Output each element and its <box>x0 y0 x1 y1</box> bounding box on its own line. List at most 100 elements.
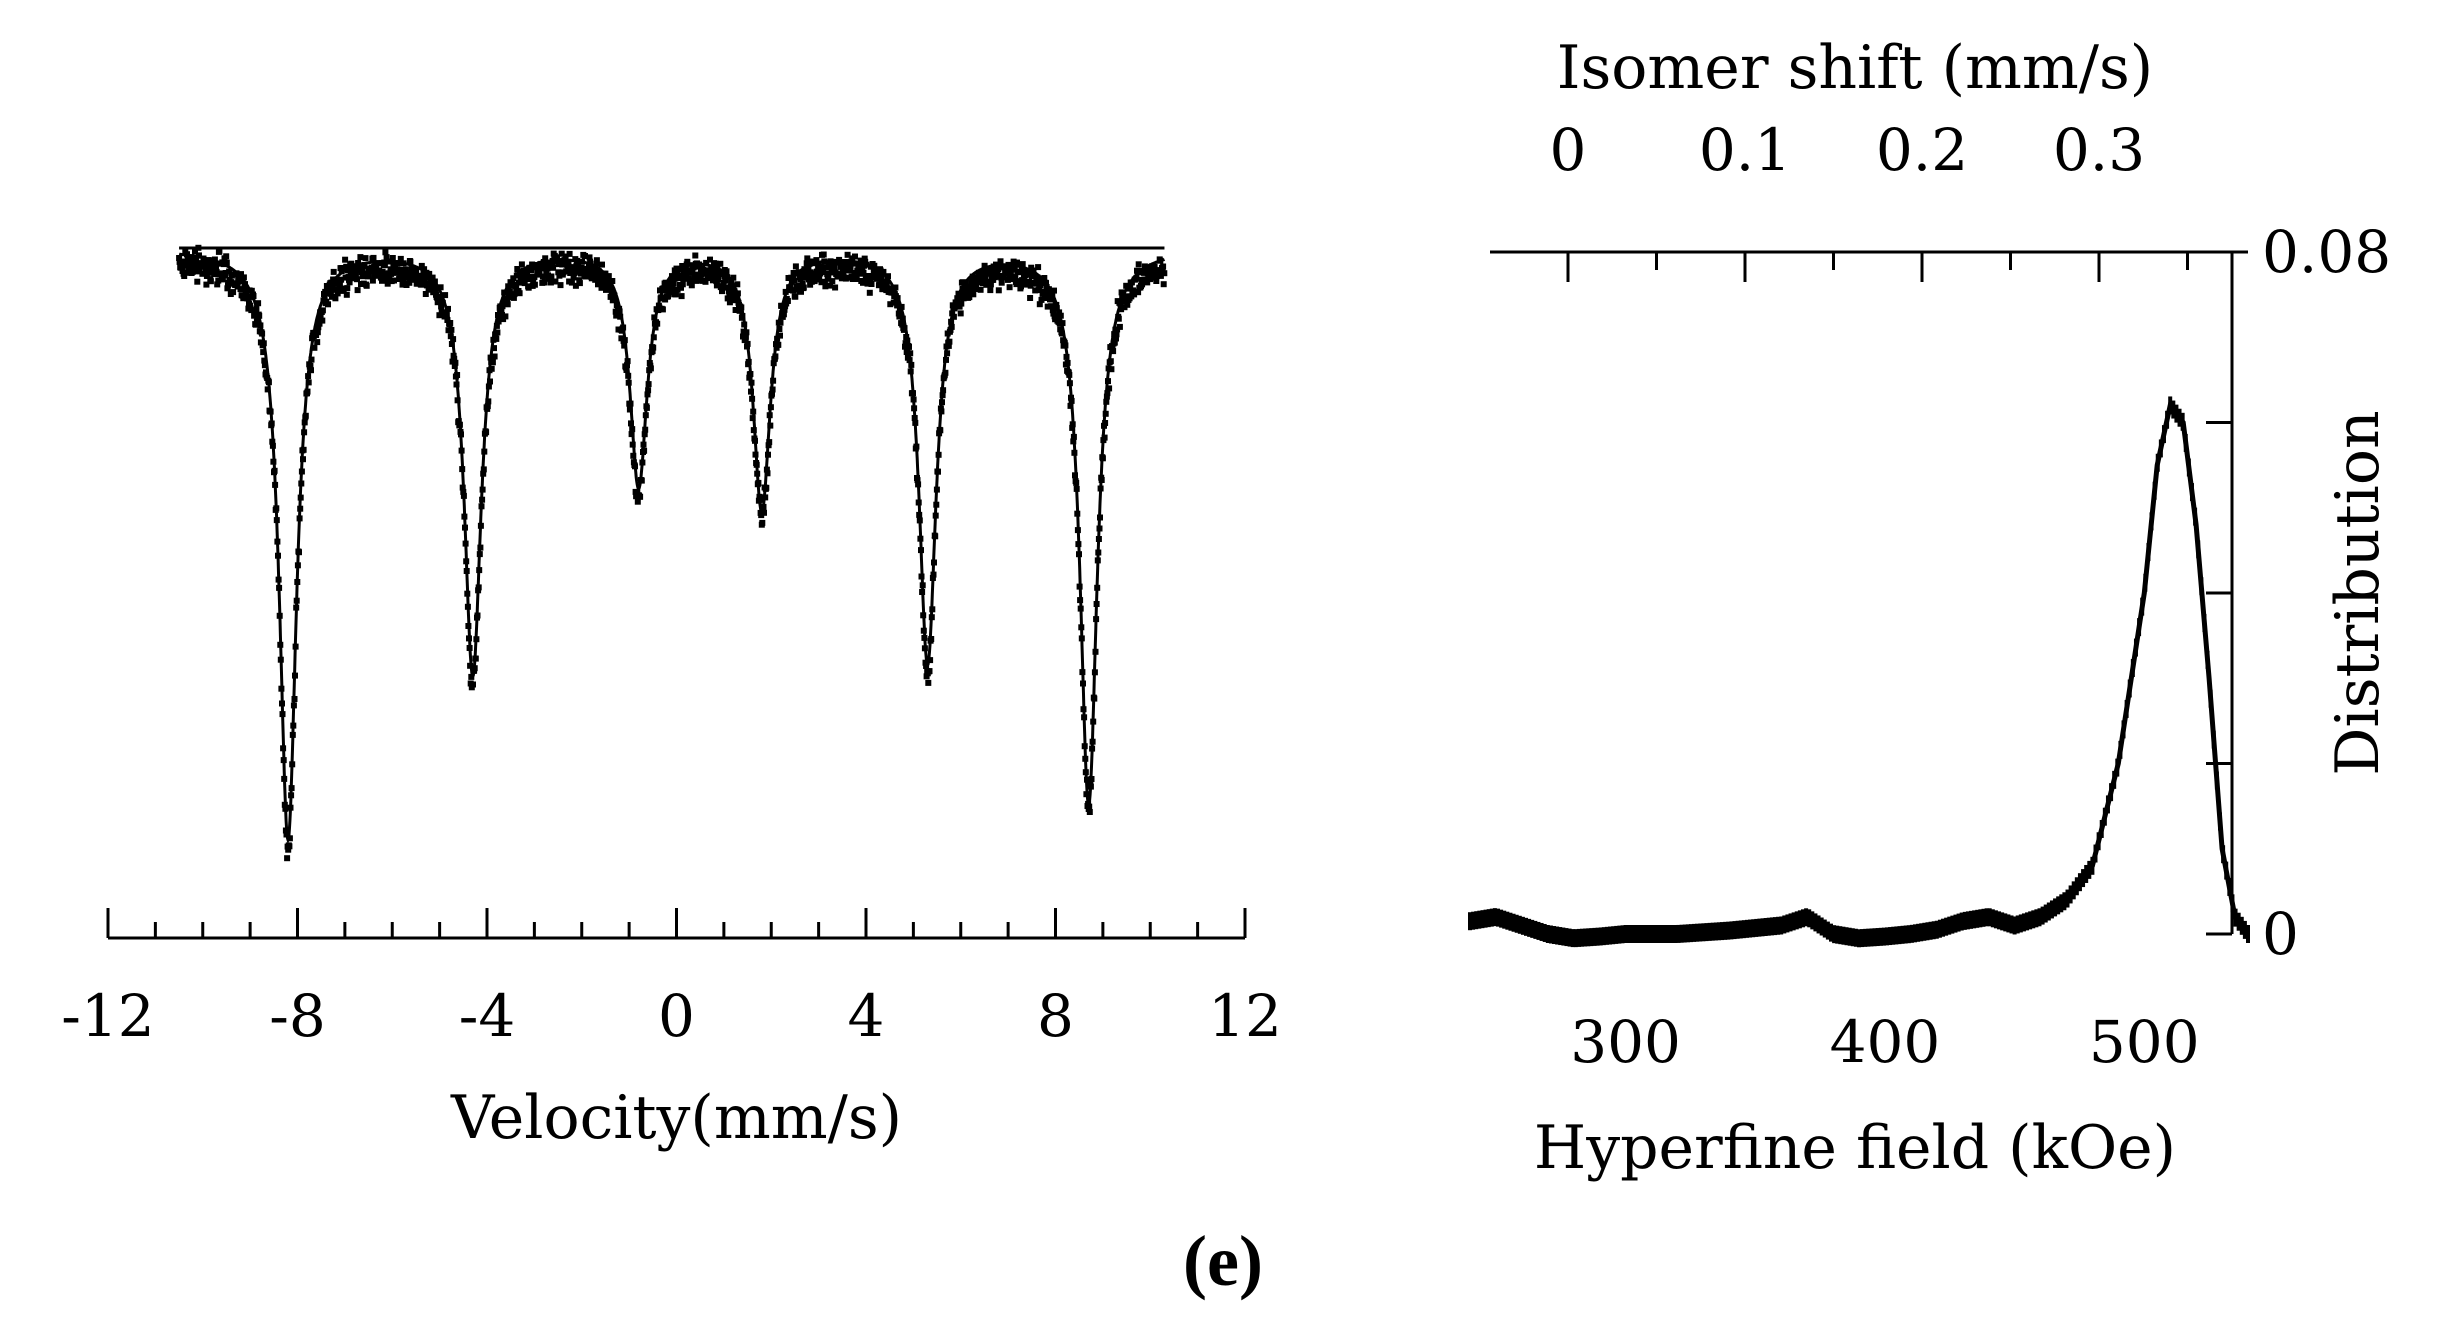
spectrum-point <box>240 274 247 281</box>
spectrum-point <box>1044 303 1051 310</box>
spectrum-point <box>192 248 198 255</box>
spectrum-point <box>1118 306 1125 313</box>
spectrum-point <box>825 272 832 279</box>
spectrum-point <box>248 287 255 294</box>
spectrum-point <box>542 255 549 262</box>
spectrum-point <box>578 270 584 277</box>
distribution-axis-title: Distribution <box>2323 410 2393 775</box>
spectrum-point <box>719 288 725 295</box>
spectrum-point <box>1151 263 1158 270</box>
spectrum-point <box>432 287 439 293</box>
spectrum-point <box>605 273 612 280</box>
spectrum-point <box>800 284 807 291</box>
spectrum-point <box>1116 323 1123 330</box>
spectrum-point <box>593 260 600 267</box>
spectrum-point <box>325 301 331 308</box>
spectrum-point <box>285 846 292 853</box>
spectrum-point <box>726 292 733 299</box>
spectrum-point <box>342 256 349 263</box>
spectrum-point <box>418 281 425 288</box>
spectrum-point <box>791 277 798 284</box>
spectrum-point <box>972 286 979 292</box>
spectrum-point <box>1036 286 1043 293</box>
spectrum-point <box>775 341 782 348</box>
spectrum-point <box>539 273 546 280</box>
spectrum-point <box>730 274 737 281</box>
spectrum-point <box>879 286 886 293</box>
spectrum-point <box>1106 385 1113 392</box>
spectrum-point <box>362 255 369 262</box>
spectrum-point <box>945 342 952 349</box>
spectrum-point <box>725 288 732 295</box>
spectrum-point <box>531 281 538 288</box>
spectrum-point <box>1048 303 1055 310</box>
spectrum-point <box>790 287 796 294</box>
spectrum-point <box>421 266 428 273</box>
spectrum-point <box>957 310 964 317</box>
hyperfine-tick-label: 300 <box>1570 1008 1681 1076</box>
spectrum-point <box>495 318 502 325</box>
spectrum-point <box>311 344 318 351</box>
spectrum-point <box>435 294 442 300</box>
spectrum-point <box>260 349 267 356</box>
spectrum-point <box>1008 273 1015 280</box>
spectrum-point <box>950 313 957 320</box>
spectrum-point <box>514 266 521 272</box>
spectrum-point <box>608 286 615 293</box>
spectrum-point <box>903 349 910 355</box>
spectrum-point <box>813 257 820 264</box>
spectrum-point <box>647 365 654 372</box>
spectrum-point <box>347 268 354 275</box>
spectrum-point <box>238 271 244 278</box>
spectrum-point <box>499 312 505 318</box>
spectrum-point <box>846 267 853 274</box>
spectrum-point <box>442 292 449 299</box>
spectrum-point <box>550 264 557 271</box>
spectrum-point <box>703 259 710 266</box>
spectrum-point <box>967 283 974 290</box>
spectrum-point <box>960 295 967 302</box>
spectrum-point <box>397 255 404 262</box>
spectrum-point <box>1036 301 1043 308</box>
spectrum-point <box>565 259 572 266</box>
spectrum-point <box>570 264 576 271</box>
spectrum-point <box>528 267 534 274</box>
spectrum-point <box>504 301 511 308</box>
spectrum-point <box>707 256 713 263</box>
spectrum-point <box>576 280 583 287</box>
spectrum-point <box>207 278 214 285</box>
spectrum-point <box>603 286 609 293</box>
spectrum-point <box>820 251 827 258</box>
spectrum-point <box>255 300 262 307</box>
spectrum-point <box>726 299 733 306</box>
spectrum-point <box>223 253 230 260</box>
spectrum-point <box>734 281 741 288</box>
spectrum-point <box>518 272 525 279</box>
spectrum-point <box>340 285 347 292</box>
spectrum-point <box>902 343 908 350</box>
isomer-shift-tick-label: 0.2 <box>1876 116 1968 184</box>
spectrum-point <box>1108 366 1115 373</box>
spectrum-point <box>840 271 847 278</box>
spectrum-point <box>623 367 630 373</box>
spectrum-point <box>716 271 723 278</box>
spectrum-point <box>413 269 420 276</box>
spectrum-point <box>389 268 396 275</box>
spectrum-point <box>489 359 496 366</box>
spectrum-point <box>240 295 247 302</box>
spectrum-point <box>728 283 735 290</box>
isomer-shift-ticks: 0 0.1 0.2 0.3 <box>1550 116 2189 282</box>
isomer-shift-tick-label: 0 <box>1550 116 1587 184</box>
spectrum-point <box>1124 301 1131 308</box>
spectrum-point <box>317 312 324 319</box>
spectrum-point <box>652 324 659 331</box>
spectrum-point <box>688 277 695 284</box>
spectrum-point <box>394 268 401 275</box>
spectrum-point <box>525 284 532 291</box>
spectrum-point <box>1032 287 1039 294</box>
spectrum-point <box>838 275 845 282</box>
spectrum-point <box>759 519 766 526</box>
spectrum-point <box>284 855 291 862</box>
spectrum-point <box>383 275 389 282</box>
spectrum-point <box>847 263 854 270</box>
